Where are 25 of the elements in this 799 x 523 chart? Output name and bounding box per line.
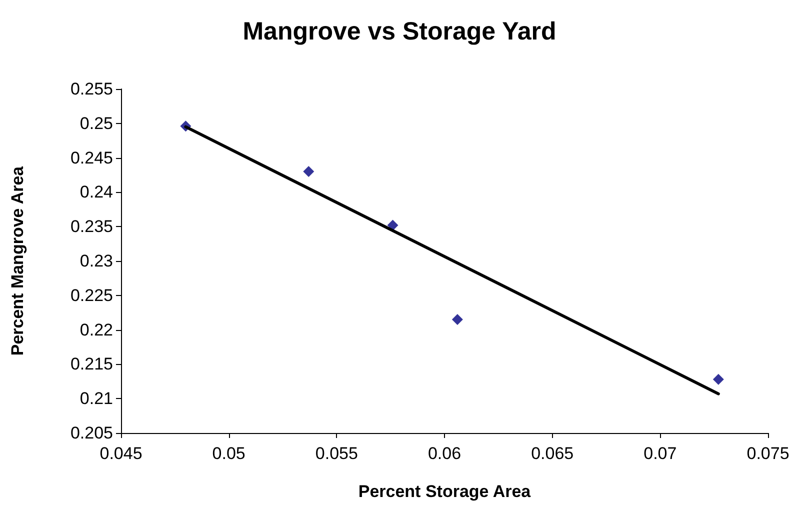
x-tick-label: 0.05 bbox=[212, 444, 246, 463]
x-tick-label: 0.06 bbox=[428, 444, 462, 463]
y-axis-title: Percent Mangrove Area bbox=[8, 166, 27, 356]
x-tick-label: 0.055 bbox=[315, 444, 358, 463]
y-tick-label: 0.245 bbox=[70, 148, 113, 168]
x-tick-label: 0.07 bbox=[644, 444, 677, 463]
y-tick-label: 0.22 bbox=[80, 320, 113, 340]
x-tick-label: 0.065 bbox=[531, 444, 574, 463]
x-tick-label: 0.075 bbox=[746, 444, 790, 463]
point bbox=[712, 374, 724, 385]
y-tick-label: 0.21 bbox=[80, 389, 113, 408]
y-tick-label: 0.25 bbox=[80, 114, 113, 133]
y-tick-label: 0.205 bbox=[70, 424, 113, 442]
y-tick-label: 0.255 bbox=[70, 80, 113, 98]
point bbox=[303, 166, 314, 178]
x-axis-title: Percent Storage Area bbox=[358, 482, 532, 501]
y-tick-label: 0.215 bbox=[70, 354, 113, 374]
y-tick-label: 0.225 bbox=[70, 286, 113, 305]
point bbox=[452, 314, 463, 325]
point bbox=[387, 220, 398, 231]
x-tick-label: 0.045 bbox=[100, 444, 142, 463]
chart-title: Mangrove vs Storage Yard bbox=[242, 18, 556, 46]
y-tick-label: 0.235 bbox=[70, 217, 113, 236]
y-tick-label: 0.23 bbox=[80, 252, 113, 270]
y-tick-label: 0.24 bbox=[80, 182, 113, 202]
